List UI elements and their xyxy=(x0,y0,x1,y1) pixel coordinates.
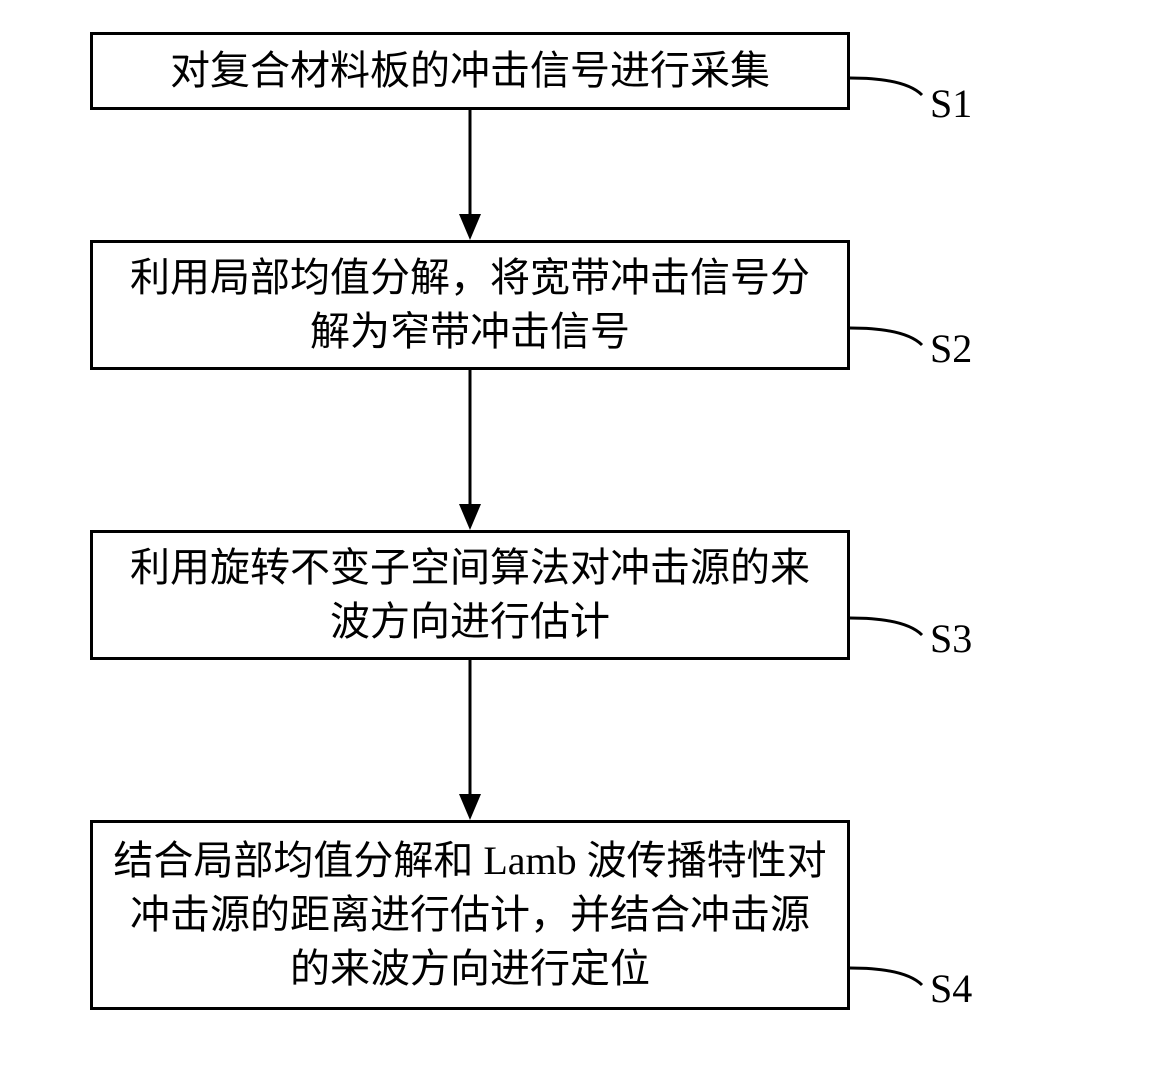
flowchart-canvas: 对复合材料板的冲击信号进行采集 S1 利用局部均值分解，将宽带冲击信号分解为窄带… xyxy=(0,0,1166,1072)
connector-s4 xyxy=(0,0,1166,1072)
flow-label-s4: S4 xyxy=(930,965,972,1012)
